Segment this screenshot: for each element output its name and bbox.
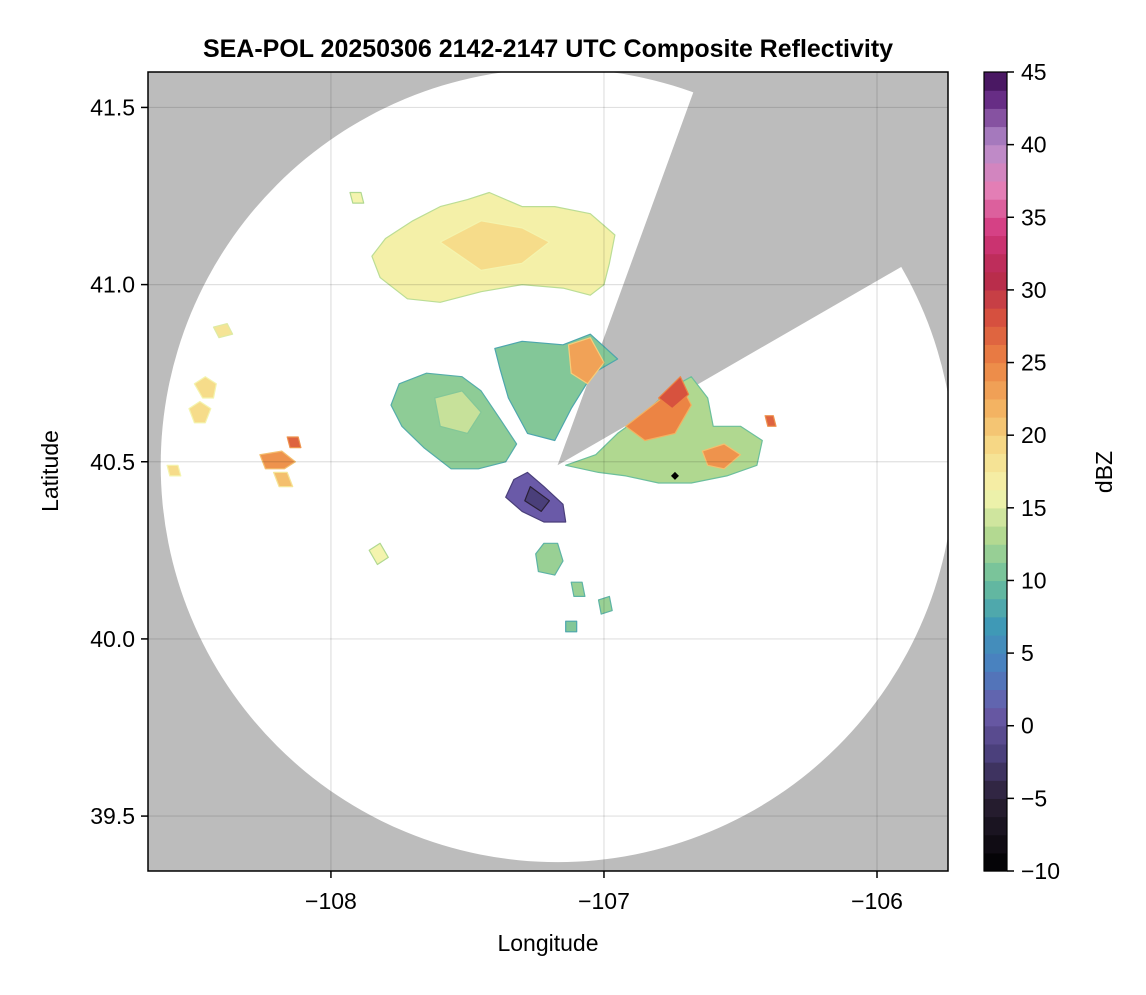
plot-area — [148, 72, 948, 871]
colorbar-segment — [984, 634, 1007, 654]
colorbar-segment — [984, 580, 1007, 600]
y-tick-label: 41.0 — [90, 272, 135, 298]
y-tick-label: 41.5 — [90, 94, 135, 120]
x-axis-label: Longitude — [497, 930, 598, 956]
echo-region — [166, 464, 182, 477]
chart-title: SEA-POL 20250306 2142-2147 UTC Composite… — [203, 35, 893, 63]
colorbar-segment — [984, 743, 1007, 763]
colorbar-segment — [984, 616, 1007, 636]
colorbar-tick-label: 35 — [1021, 204, 1047, 230]
y-tick-label: 39.5 — [90, 803, 135, 829]
colorbar-segment — [984, 852, 1007, 872]
y-tick-label: 40.0 — [90, 626, 135, 652]
x-tick-label: −107 — [578, 888, 630, 914]
colorbar-segment — [984, 417, 1007, 436]
echo-region — [565, 620, 578, 633]
echo-region — [286, 436, 302, 449]
echo-region — [657, 376, 690, 410]
colorbar-segment — [984, 471, 1007, 491]
colorbar-segment — [984, 689, 1007, 709]
colorbar-tick-label: 5 — [1021, 640, 1034, 666]
colorbar-tick-label: −5 — [1021, 785, 1047, 811]
colorbar: −10 −5 0 5 10 15 20 25 30 35 40 45 — [983, 59, 1060, 884]
x-tick-label: −106 — [851, 888, 903, 914]
colorbar-segment — [984, 762, 1007, 781]
echo-region — [567, 337, 605, 385]
colorbar-segment — [984, 544, 1007, 563]
colorbar-segment — [984, 162, 1007, 182]
colorbar-segment — [984, 289, 1007, 309]
echo-region — [439, 220, 551, 271]
echo-region — [212, 323, 234, 339]
colorbar-segment — [984, 562, 1007, 582]
colorbar-tick-label: 0 — [1021, 713, 1034, 739]
echo-region — [535, 542, 564, 576]
colorbar-segment — [984, 144, 1007, 164]
marker-diamond — [670, 471, 679, 480]
colorbar-tick-label: 45 — [1021, 59, 1047, 85]
x-axis-ticks: −108 −107 −106 — [305, 871, 903, 914]
colorbar-segment — [984, 525, 1007, 545]
colorbar-segment — [984, 707, 1007, 727]
colorbar-tick-label: 10 — [1021, 567, 1047, 593]
colorbar-segment — [984, 271, 1007, 291]
y-axis-ticks: 39.5 40.0 40.5 41.0 41.5 — [90, 94, 148, 829]
colorbar-segment — [984, 780, 1007, 799]
colorbar-tick-label: −10 — [1021, 858, 1060, 884]
colorbar-segment — [984, 344, 1007, 364]
colorbar-tick-label: 25 — [1021, 350, 1047, 376]
colorbar-segment — [984, 108, 1007, 128]
colorbar-segment — [984, 725, 1007, 745]
colorbar-segment — [984, 253, 1007, 273]
colorbar-segment — [984, 489, 1007, 509]
echo-region — [524, 486, 551, 512]
colorbar-segment — [984, 308, 1007, 327]
colorbar-segment — [984, 362, 1007, 382]
colorbar-tick-label: 40 — [1021, 132, 1047, 158]
colorbar-segment — [984, 90, 1007, 109]
echo-region — [764, 415, 777, 427]
colorbar-segment — [984, 235, 1007, 255]
colorbar-tick-label: 15 — [1021, 495, 1047, 521]
colorbar-tick-label: 30 — [1021, 277, 1047, 303]
echo-region — [434, 390, 482, 434]
blocked-beam-sector — [557, 73, 919, 466]
colorbar-segment — [984, 326, 1007, 345]
colorbar-segment — [984, 816, 1007, 836]
colorbar-segment — [984, 72, 1007, 91]
colorbar-segment — [984, 507, 1007, 527]
echo-region — [368, 542, 389, 566]
colorbar-segment — [984, 653, 1007, 672]
colorbar-segment — [984, 126, 1007, 146]
colorbar-label: dBZ — [1091, 451, 1117, 493]
colorbar-segment — [984, 380, 1007, 400]
colorbar-segment — [984, 217, 1007, 237]
colorbar-segment — [984, 453, 1007, 473]
echo-region — [701, 443, 742, 470]
y-tick-label: 40.5 — [90, 449, 135, 475]
x-tick-label: −108 — [305, 888, 357, 914]
echo-region — [193, 376, 217, 399]
echo-region — [188, 400, 212, 424]
colorbar-segment — [984, 180, 1007, 200]
colorbar-segment — [984, 671, 1007, 691]
echo-region — [273, 471, 294, 488]
colorbar-segment — [984, 435, 1007, 454]
echo-region — [597, 595, 613, 615]
echo-region — [570, 581, 586, 598]
colorbar-segment — [984, 798, 1007, 818]
plot-frame — [147, 71, 949, 872]
colorbar-tick-label: 20 — [1021, 422, 1047, 448]
colorbar-segment — [984, 834, 1007, 854]
colorbar-frame — [983, 71, 1008, 872]
echo-region — [259, 450, 296, 470]
colorbar-segment — [984, 398, 1007, 418]
grid-lines — [148, 72, 948, 871]
y-axis-label: Latitude — [37, 430, 63, 512]
colorbar-segment — [984, 199, 1007, 218]
colorbar-segment — [984, 598, 1007, 618]
echo-region — [349, 191, 365, 204]
